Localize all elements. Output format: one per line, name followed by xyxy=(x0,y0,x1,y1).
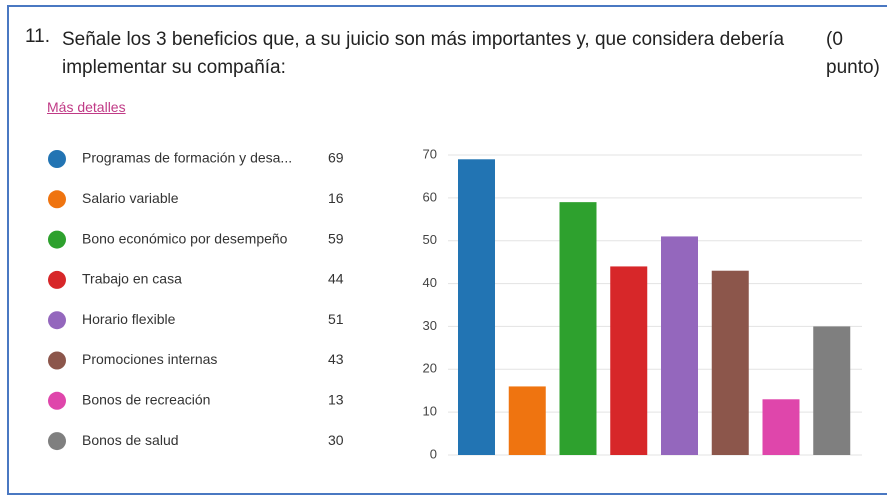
legend-swatch xyxy=(48,311,66,330)
legend-value: 51 xyxy=(328,311,344,327)
legend-swatch xyxy=(48,432,66,451)
y-tick-label: 40 xyxy=(423,275,437,290)
bar xyxy=(711,270,749,455)
legend-value: 69 xyxy=(328,150,344,166)
legend-value: 43 xyxy=(328,351,344,367)
legend-value: 44 xyxy=(328,271,344,287)
legend-value: 59 xyxy=(328,230,344,246)
legend-label: Promociones internas xyxy=(82,351,217,367)
y-tick-label: 70 xyxy=(423,146,437,161)
legend-label: Salario variable xyxy=(82,190,179,206)
bar xyxy=(458,159,495,456)
bar xyxy=(661,236,698,455)
legend-swatch xyxy=(48,391,66,410)
y-tick-label: 10 xyxy=(423,404,437,419)
legend-swatch xyxy=(48,230,66,249)
bar xyxy=(813,326,851,455)
question-points: (0 punto) xyxy=(826,29,880,78)
details-link[interactable]: Más detalles xyxy=(47,99,126,115)
y-tick-label: 20 xyxy=(423,361,437,376)
y-tick-label: 30 xyxy=(423,318,437,333)
y-tick-label: 50 xyxy=(423,232,437,247)
bar xyxy=(762,399,800,455)
page: 11. Señale los 3 beneficios que, a su ju… xyxy=(7,5,887,495)
legend-swatch xyxy=(48,190,66,209)
question-number: 11. xyxy=(25,26,51,47)
legend-label: Programas de formación y desa... xyxy=(82,150,292,166)
legend-value: 30 xyxy=(328,432,344,448)
legend-swatch xyxy=(48,270,66,289)
legend-label: Bonos de salud xyxy=(82,432,179,448)
legend-swatch xyxy=(48,351,66,370)
legend-label: Trabajo en casa xyxy=(82,271,182,287)
legend-swatch xyxy=(48,150,66,168)
chart: 0 10 20 30 40 50 60 70 Programas de formación y … xyxy=(48,146,862,461)
question-text: Señale los 3 beneficios que, a su juicio… xyxy=(62,29,785,78)
legend-label: Bonos de recreación xyxy=(82,392,210,408)
bar xyxy=(559,202,597,455)
y-tick-label: 60 xyxy=(423,189,437,204)
legend-value: 16 xyxy=(328,190,344,206)
y-tick-label: 0 xyxy=(430,446,437,461)
legend-label: Bono económico por desempeño xyxy=(82,230,288,246)
bar xyxy=(508,386,546,455)
legend-label: Horario flexible xyxy=(82,311,176,327)
legend-value: 13 xyxy=(328,392,344,408)
bar xyxy=(610,266,648,455)
